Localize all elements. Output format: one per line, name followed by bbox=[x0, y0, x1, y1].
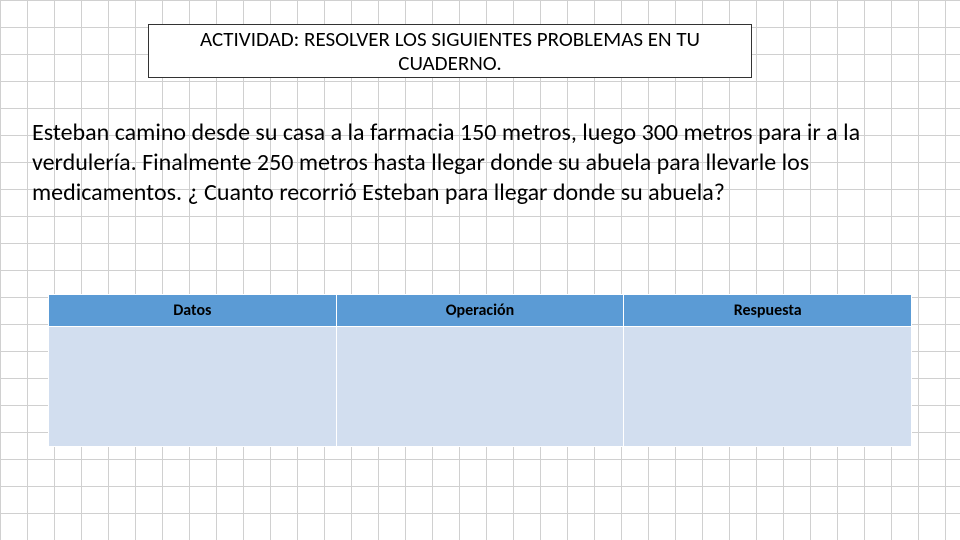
cell-operacion bbox=[336, 327, 624, 447]
col-operacion: Operación bbox=[336, 295, 624, 327]
table-header-row: Datos Operación Respuesta bbox=[49, 295, 912, 327]
activity-title-box: ACTIVIDAD: RESOLVER LOS SIGUIENTES PROBL… bbox=[148, 24, 752, 78]
problem-statement: Esteban camino desde su casa a la farmac… bbox=[32, 118, 928, 207]
answer-table: Datos Operación Respuesta bbox=[48, 294, 912, 447]
col-respuesta: Respuesta bbox=[624, 295, 912, 327]
col-datos: Datos bbox=[49, 295, 337, 327]
cell-respuesta bbox=[624, 327, 912, 447]
cell-datos bbox=[49, 327, 337, 447]
table-row bbox=[49, 327, 912, 447]
activity-title: ACTIVIDAD: RESOLVER LOS SIGUIENTES PROBL… bbox=[159, 27, 741, 75]
